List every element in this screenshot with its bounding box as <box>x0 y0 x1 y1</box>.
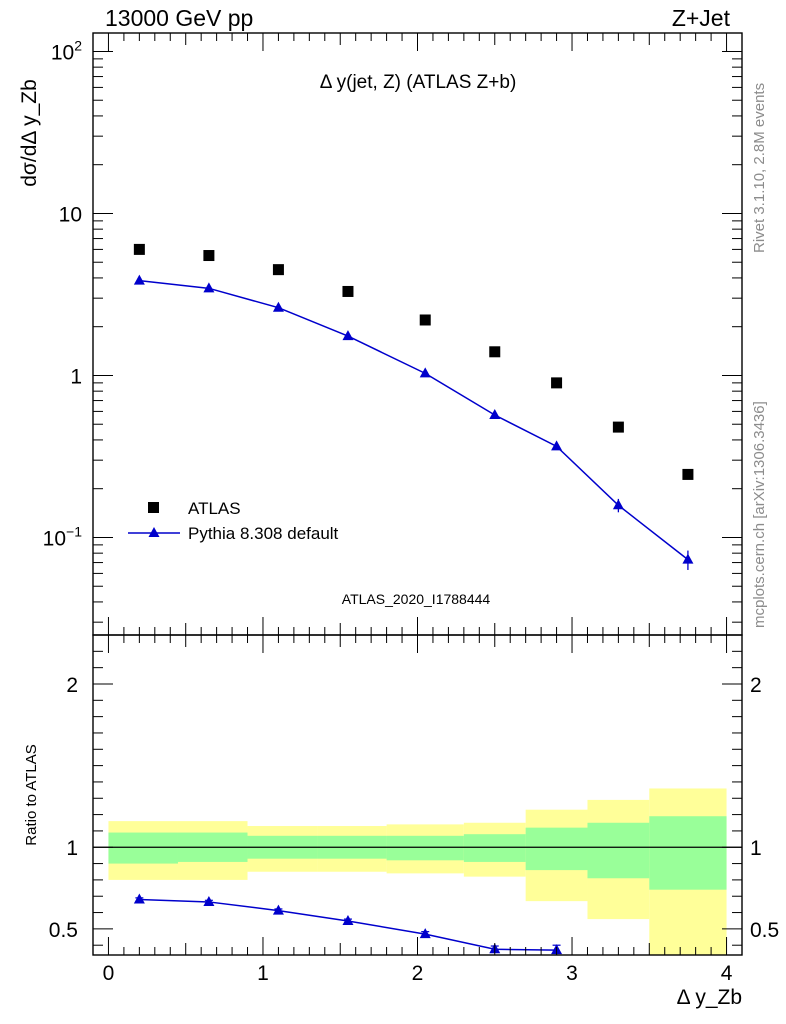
ratio-y-label: Ratio to ATLAS <box>23 744 40 845</box>
uncertainty-band-inner <box>587 822 650 879</box>
data-point <box>551 377 563 389</box>
uncertainty-band-inner <box>525 827 588 871</box>
x-tick-label: 3 <box>566 962 578 985</box>
x-tick-label: 2 <box>412 962 424 985</box>
main-frame <box>92 32 743 636</box>
ratio-mc-point <box>272 904 284 915</box>
energy-label: 13000 GeV pp <box>105 5 253 31</box>
mc-point <box>203 282 215 293</box>
ratio-plot-content <box>93 788 742 955</box>
mc-point <box>682 553 694 564</box>
data-point <box>133 243 145 255</box>
y-tick-label: 102 <box>51 37 82 64</box>
mc-point <box>489 409 501 420</box>
y-tick-label: 10−1 <box>43 523 83 550</box>
legend-data-label: ATLAS <box>188 499 241 518</box>
data-point <box>682 468 694 480</box>
uncertainty-band-inner <box>108 832 178 864</box>
main-plot-content <box>133 243 694 570</box>
x-tick-label: 4 <box>721 962 733 985</box>
ratio-mc-point <box>419 928 431 939</box>
x-tick-label: 1 <box>257 962 269 985</box>
y-tick-label: 1 <box>70 365 82 388</box>
mc-point <box>612 499 624 510</box>
main-y-axis: 10−1 1 10 102 <box>43 33 742 635</box>
mc-point <box>419 367 431 378</box>
uncertainty-band-inner <box>386 835 464 861</box>
data-point <box>489 346 501 358</box>
mc-point <box>133 274 145 285</box>
plot-title: Δ y(jet, Z) (ATLAS Z+b) <box>320 72 517 93</box>
ratio-y-tick-label-right: 2 <box>750 674 762 697</box>
ratio-y-tick-label-left: 0.5 <box>49 919 78 942</box>
main-y-label: dσ/dΔ y_Zb <box>18 79 41 187</box>
legend-mc-label: Pythia 8.308 default <box>188 524 339 543</box>
ratio-y-tick-label-left: 1 <box>66 837 78 860</box>
mc-point <box>342 330 354 341</box>
y-tick-label: 10 <box>59 203 82 226</box>
process-label: Z+Jet <box>672 5 731 31</box>
x-axis-label: Δ y_Zb <box>677 986 742 1009</box>
ratio-mc-point <box>133 893 145 904</box>
mc-point <box>551 440 563 451</box>
data-point <box>342 285 354 297</box>
ratio-axes: 0 1 2 3 4 0.5 0.5 1 1 2 2 <box>49 635 779 985</box>
uncertainty-band-inner <box>463 834 526 862</box>
ratio-y-tick-label-right: 1 <box>750 837 762 860</box>
main-plot-panel: Δ y(jet, Z) (ATLAS Z+b) ATLAS_2020_I1788… <box>18 32 743 636</box>
rivet-label: Rivet 3.1.10, 2.8M events <box>751 83 768 253</box>
analysis-watermark: ATLAS_2020_I1788444 <box>342 591 491 607</box>
ratio-mc-point <box>203 895 215 906</box>
x-tick-label: 0 <box>103 962 115 985</box>
source-label: mcplots.cern.ch [arXiv:1306.3436] <box>751 401 768 628</box>
uncertainty-band-inner <box>649 816 727 890</box>
legend-mc-marker <box>148 527 160 537</box>
ratio-y-tick-label-left: 2 <box>66 674 78 697</box>
mc-point <box>272 301 284 312</box>
ratio-mc-point <box>342 915 354 926</box>
data-point <box>203 250 215 262</box>
ratio-plot-panel: 0 1 2 3 4 0.5 0.5 1 1 2 2 Ratio to ATLAS Δ y_Zb <box>23 634 779 1009</box>
legend-data-marker <box>148 502 159 513</box>
ratio-y-tick-label-right: 0.5 <box>750 919 779 942</box>
data-point <box>419 314 431 326</box>
data-point <box>612 421 624 433</box>
data-point <box>272 264 284 276</box>
legend: ATLAS Pythia 8.308 default <box>128 499 339 543</box>
